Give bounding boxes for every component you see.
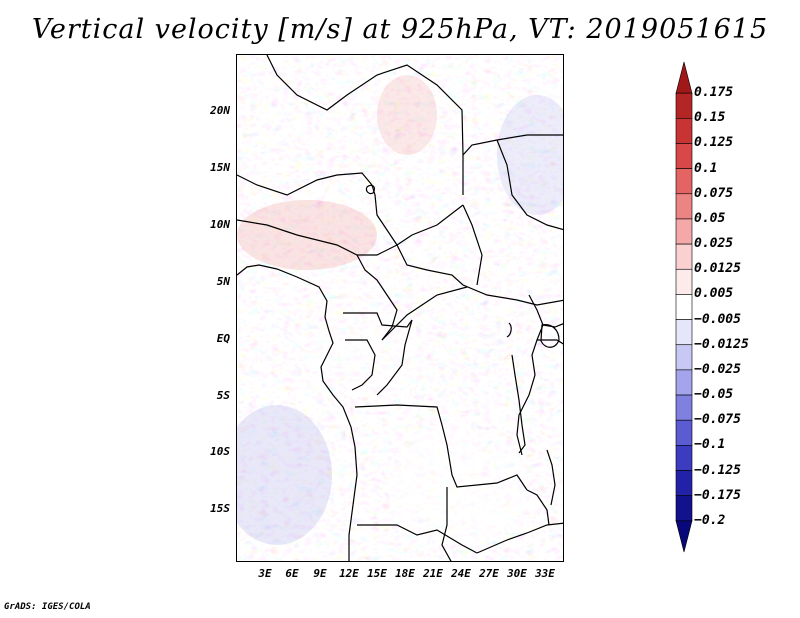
lon-tick-label: 30E bbox=[507, 567, 527, 580]
lake-tanganyika bbox=[511, 354, 526, 454]
border bbox=[537, 339, 563, 345]
lon-tick-label: 6E bbox=[285, 567, 299, 580]
lon-tick-label: 12E bbox=[339, 567, 359, 580]
border bbox=[462, 204, 483, 286]
lat-tick-label: 15N bbox=[210, 161, 230, 174]
border bbox=[396, 244, 563, 306]
lat-tick-label: 5S bbox=[216, 389, 230, 402]
border bbox=[476, 522, 563, 554]
colorbar-segment bbox=[675, 294, 693, 320]
border bbox=[356, 254, 398, 341]
lat-tick-label: EQ bbox=[216, 332, 230, 345]
colorbar-segment bbox=[675, 168, 693, 195]
positive-velocity-region bbox=[237, 200, 377, 270]
colorbar-tick-label: 0.1 bbox=[694, 160, 718, 176]
colorbar-tick-label: −0.025 bbox=[694, 361, 741, 377]
velocity-detail-field bbox=[237, 55, 563, 561]
border bbox=[381, 286, 468, 341]
lake-albert bbox=[506, 322, 512, 338]
colorbar-segment bbox=[675, 193, 693, 220]
lat-tick-label: 5N bbox=[216, 275, 230, 288]
colorbar-segment bbox=[675, 92, 693, 119]
colorbar-segment bbox=[675, 495, 693, 522]
border bbox=[266, 55, 464, 195]
colorbar-min-arrow bbox=[675, 520, 693, 553]
border bbox=[237, 219, 398, 256]
lat-tick-label: 10N bbox=[210, 218, 230, 231]
colorbar-segment bbox=[675, 344, 693, 371]
lon-tick-label: 33E bbox=[535, 567, 555, 580]
colorbar-tick-label: −0.05 bbox=[694, 387, 734, 403]
colorbar-tick-label: −0.005 bbox=[694, 311, 741, 327]
lake-victoria bbox=[540, 324, 560, 348]
border bbox=[345, 339, 376, 391]
colorbar-segment bbox=[675, 394, 693, 421]
lon-tick-label: 21E bbox=[423, 567, 443, 580]
colorbar-segment bbox=[675, 369, 693, 396]
colorbar-tick-label: 0.0125 bbox=[694, 261, 741, 277]
lat-tick-label: 15S bbox=[210, 502, 230, 515]
colorbar-segment bbox=[675, 143, 693, 169]
lon-tick-label: 18E bbox=[395, 567, 415, 580]
colorbar-segment bbox=[675, 445, 693, 471]
lake-chad bbox=[365, 184, 376, 195]
lon-tick-label: 15E bbox=[367, 567, 387, 580]
negative-velocity-region bbox=[237, 405, 332, 545]
colorbar-segment bbox=[675, 470, 693, 496]
lat-tick-label: 20N bbox=[210, 104, 230, 117]
grads-credit: GrADS: IGES/COLA bbox=[4, 602, 91, 612]
border bbox=[496, 139, 563, 231]
colorbar-tick-label: −0.075 bbox=[694, 412, 741, 428]
colorbar-tick-label: −0.2 bbox=[694, 512, 726, 528]
colorbar-segment bbox=[675, 268, 693, 295]
lat-tick-label: 10S bbox=[210, 445, 230, 458]
lon-tick-label: 27E bbox=[479, 567, 499, 580]
colorbar-tick-label: 0.025 bbox=[694, 236, 734, 252]
colorbar-tick-label: 0.175 bbox=[694, 85, 734, 101]
colorbar-segment bbox=[675, 419, 693, 446]
border bbox=[516, 294, 544, 456]
colorbar-segment bbox=[675, 118, 693, 144]
border bbox=[343, 312, 413, 328]
lon-tick-label: 3E bbox=[258, 567, 272, 580]
positive-velocity-region bbox=[377, 75, 437, 155]
border bbox=[357, 524, 478, 554]
colorbar-tick-label: −0.175 bbox=[694, 487, 741, 503]
neutral-region bbox=[387, 425, 527, 545]
colorbar-segment bbox=[675, 243, 693, 270]
vertical-velocity-field bbox=[237, 55, 563, 561]
lon-tick-label: 9E bbox=[313, 567, 327, 580]
colorbar-tick-label: 0.125 bbox=[694, 135, 734, 151]
colorbar-tick-label: 0.005 bbox=[694, 286, 734, 302]
neutral-region bbox=[307, 315, 427, 395]
border bbox=[441, 487, 452, 561]
border bbox=[371, 184, 464, 246]
coastline bbox=[237, 264, 358, 561]
colorbar-max-arrow bbox=[675, 61, 693, 94]
map-title: Vertical velocity [m/s] at 925hPa, VT: 2… bbox=[31, 14, 769, 45]
border bbox=[542, 323, 563, 328]
colorbar bbox=[675, 61, 693, 553]
border bbox=[376, 319, 413, 396]
border bbox=[526, 489, 550, 526]
lon-tick-label: 24E bbox=[451, 567, 471, 580]
negative-velocity-region bbox=[497, 95, 563, 215]
border bbox=[354, 404, 528, 491]
colorbar-tick-label: −0.125 bbox=[694, 462, 741, 478]
colorbar-tick-label: −0.0125 bbox=[694, 336, 749, 352]
map-plot-area bbox=[236, 54, 564, 562]
border bbox=[237, 172, 373, 196]
colorbar-tick-label: 0.075 bbox=[694, 185, 734, 201]
colorbar-tick-label: 0.05 bbox=[694, 210, 726, 226]
colorbar-segment bbox=[675, 218, 693, 245]
colorbar-tick-label: −0.1 bbox=[694, 437, 726, 453]
colorbar-tick-label: 0.15 bbox=[694, 110, 726, 126]
lake-malawi bbox=[546, 449, 556, 506]
country-borders bbox=[237, 55, 563, 561]
colorbar-segment bbox=[675, 319, 693, 346]
